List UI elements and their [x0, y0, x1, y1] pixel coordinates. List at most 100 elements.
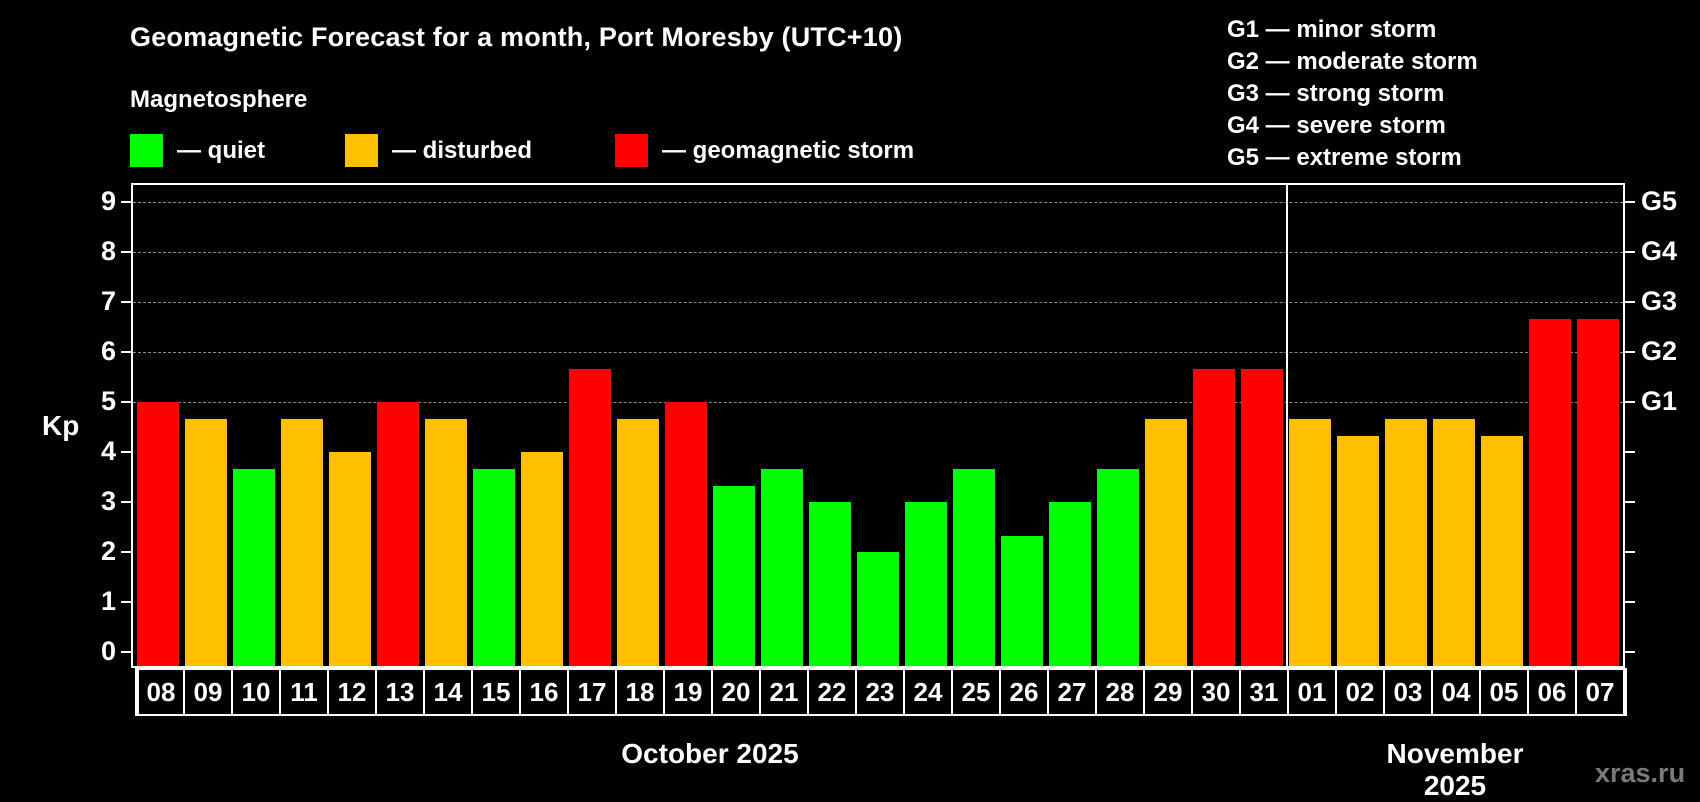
bar-25 [953, 468, 995, 666]
storm-scale-list: G1 — minor storm G2 — moderate storm G3 … [1227, 14, 1478, 174]
date-cell: 15 [473, 668, 521, 714]
date-cell: 20 [713, 668, 761, 714]
bar-06 [1529, 318, 1571, 666]
date-cell: 23 [857, 668, 905, 714]
right-tick [1625, 601, 1635, 603]
g-level-label: G4 [1641, 236, 1678, 266]
legend-item-disturbed: — disturbed [345, 134, 532, 167]
y-tick-label: 7 [100, 286, 116, 316]
date-cell: 16 [521, 668, 569, 714]
y-tick-label: 9 [100, 186, 116, 216]
y-tick [121, 201, 131, 203]
storm-scale-item: G2 — moderate storm [1227, 48, 1478, 75]
gridline [133, 302, 1623, 303]
bar-12 [329, 452, 371, 666]
gridline [133, 352, 1623, 353]
bar-23 [857, 552, 899, 666]
date-cell: 10 [233, 668, 281, 714]
y-tick [121, 551, 131, 553]
y-tick [121, 401, 131, 403]
g-level-label: G3 [1641, 286, 1678, 316]
legend-heading: Magnetosphere [130, 86, 308, 113]
bar-29 [1145, 418, 1187, 666]
legend-label: — disturbed [392, 136, 533, 164]
bar-09 [185, 418, 227, 666]
bar-08 [137, 402, 179, 666]
storm-scale-item: G5 — extreme storm [1227, 144, 1462, 171]
right-tick [1625, 401, 1635, 403]
y-tick-label: 8 [100, 236, 116, 266]
bar-19 [665, 402, 707, 666]
month-divider [1286, 183, 1288, 668]
y-tick [121, 501, 131, 503]
right-tick [1625, 551, 1635, 553]
right-tick [1625, 301, 1635, 303]
date-cell: 12 [329, 668, 377, 714]
watermark: xras.ru [1595, 758, 1686, 788]
right-tick [1625, 501, 1635, 503]
date-cell: 19 [665, 668, 713, 714]
bar-24 [905, 502, 947, 666]
date-cell: 21 [761, 668, 809, 714]
date-cell: 17 [569, 668, 617, 714]
date-cell: 30 [1193, 668, 1241, 714]
bar-11 [281, 418, 323, 666]
date-cell: 26 [1001, 668, 1049, 714]
bar-14 [425, 418, 467, 666]
legend-item-quiet: — quiet [130, 134, 265, 167]
chart-title: Geomagnetic Forecast for a month, Port M… [130, 22, 903, 52]
date-cell: 22 [809, 668, 857, 714]
date-cell: 27 [1049, 668, 1097, 714]
bar-30 [1193, 368, 1235, 666]
month-label-november: November 2025 [1386, 738, 1524, 801]
date-cell: 29 [1145, 668, 1193, 714]
gridline [133, 402, 1623, 403]
gridline [133, 202, 1623, 203]
legend-label: — geomagnetic storm [662, 136, 915, 164]
gridline [133, 252, 1623, 253]
date-cell: 13 [377, 668, 425, 714]
y-tick-label: 4 [100, 436, 116, 466]
g-level-label: G2 [1641, 336, 1678, 366]
date-cell: 24 [905, 668, 953, 714]
bar-22 [809, 502, 851, 666]
date-cell: 01 [1289, 668, 1337, 714]
y-tick [121, 301, 131, 303]
date-cell: 09 [185, 668, 233, 714]
y-tick-label: 3 [100, 486, 116, 516]
right-tick [1625, 651, 1635, 653]
y-tick [121, 451, 131, 453]
right-tick [1625, 251, 1635, 253]
bar-21 [761, 468, 803, 666]
bar-03 [1385, 418, 1427, 666]
bar-27 [1049, 502, 1091, 666]
bar-15 [473, 468, 515, 666]
storm-scale-item: G1 — minor storm [1227, 16, 1437, 43]
y-tick-label: 1 [100, 586, 116, 616]
quiet-swatch [130, 134, 163, 167]
bar-20 [713, 485, 755, 666]
bar-02 [1337, 435, 1379, 666]
y-tick [121, 351, 131, 353]
g-level-label: G1 [1641, 386, 1678, 416]
y-tick-label: 2 [100, 536, 116, 566]
right-tick [1625, 451, 1635, 453]
date-cell: 18 [617, 668, 665, 714]
date-cell: 05 [1481, 668, 1529, 714]
g-level-label: G5 [1641, 186, 1678, 216]
bar-17 [569, 368, 611, 666]
date-cell: 31 [1241, 668, 1289, 714]
date-cell: 28 [1097, 668, 1145, 714]
date-cell: 07 [1577, 668, 1625, 714]
y-tick [121, 601, 131, 603]
bar-04 [1433, 418, 1475, 666]
y-tick-label: 5 [100, 386, 116, 416]
date-axis: 08 09 10 11 12 13 14 15 16 17 18 19 20 21 22 23 24 25 26 27… [135, 668, 1627, 716]
storm-scale-item: G3 — strong storm [1227, 80, 1445, 107]
date-cell: 11 [281, 668, 329, 714]
right-tick [1625, 351, 1635, 353]
date-cell: 02 [1337, 668, 1385, 714]
date-cell: 04 [1433, 668, 1481, 714]
bar-10 [233, 468, 275, 666]
date-cell: 06 [1529, 668, 1577, 714]
